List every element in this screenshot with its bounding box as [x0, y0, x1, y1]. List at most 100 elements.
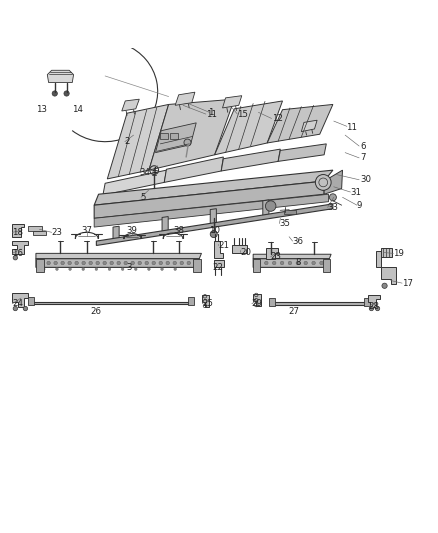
Polygon shape [324, 170, 343, 194]
Circle shape [138, 261, 141, 265]
Text: 27: 27 [289, 306, 300, 316]
Circle shape [23, 306, 28, 311]
Bar [160, 133, 168, 140]
Text: 4: 4 [151, 166, 157, 175]
Polygon shape [36, 259, 199, 268]
Circle shape [148, 268, 150, 270]
Text: 25: 25 [202, 299, 213, 308]
Polygon shape [215, 101, 283, 155]
Text: 26: 26 [90, 306, 101, 316]
Circle shape [288, 261, 292, 265]
Circle shape [40, 261, 43, 265]
Circle shape [173, 261, 177, 265]
Polygon shape [32, 302, 192, 304]
Circle shape [315, 174, 331, 190]
Circle shape [145, 261, 148, 265]
Circle shape [64, 91, 69, 96]
Circle shape [117, 261, 120, 265]
Circle shape [121, 268, 124, 270]
Polygon shape [12, 293, 28, 307]
Circle shape [375, 306, 380, 311]
Polygon shape [47, 70, 74, 83]
Polygon shape [12, 223, 24, 237]
Circle shape [110, 261, 113, 265]
Circle shape [187, 261, 191, 265]
Polygon shape [12, 241, 28, 254]
Text: 6: 6 [360, 142, 366, 150]
Circle shape [13, 306, 18, 311]
Text: 30: 30 [360, 175, 371, 184]
Text: 11: 11 [206, 110, 217, 118]
Polygon shape [253, 259, 329, 268]
Circle shape [159, 261, 162, 265]
Polygon shape [272, 302, 367, 305]
Bar [269, 298, 275, 306]
Text: 35: 35 [279, 219, 290, 228]
Polygon shape [103, 170, 166, 195]
Text: 37: 37 [81, 226, 92, 235]
Bar [364, 298, 370, 306]
Circle shape [13, 255, 18, 260]
Polygon shape [96, 223, 215, 246]
Bar [170, 133, 178, 140]
Text: 21: 21 [218, 241, 229, 250]
Bar [188, 297, 194, 305]
Circle shape [312, 261, 315, 265]
Polygon shape [107, 104, 169, 179]
Text: 9: 9 [357, 201, 362, 209]
Text: 1: 1 [208, 108, 214, 117]
Text: 19: 19 [393, 249, 404, 258]
Polygon shape [381, 268, 396, 284]
Bar [284, 211, 296, 214]
Text: 14: 14 [72, 105, 84, 114]
Circle shape [152, 261, 155, 265]
Circle shape [42, 268, 45, 270]
Polygon shape [278, 144, 326, 161]
Polygon shape [175, 92, 195, 106]
Polygon shape [94, 194, 328, 227]
Bar [193, 259, 201, 272]
Text: 11: 11 [346, 123, 357, 132]
Text: 31: 31 [350, 188, 361, 197]
Polygon shape [214, 241, 223, 258]
Circle shape [180, 261, 184, 265]
Text: 12: 12 [272, 114, 283, 123]
Circle shape [61, 261, 64, 265]
Circle shape [174, 268, 177, 270]
Polygon shape [149, 99, 234, 170]
Polygon shape [232, 246, 247, 253]
Circle shape [69, 268, 71, 270]
Circle shape [96, 261, 99, 265]
Bar [253, 260, 260, 272]
Circle shape [108, 268, 111, 270]
Text: 34: 34 [139, 168, 150, 177]
Polygon shape [215, 204, 333, 227]
Circle shape [47, 261, 50, 265]
Bar [323, 260, 330, 272]
Circle shape [265, 201, 276, 211]
Polygon shape [202, 295, 209, 307]
Polygon shape [376, 251, 381, 268]
Polygon shape [381, 248, 392, 257]
Polygon shape [253, 254, 331, 259]
Circle shape [161, 268, 163, 270]
Circle shape [75, 261, 78, 265]
Text: 16: 16 [12, 249, 23, 258]
Text: 22: 22 [212, 263, 224, 272]
Text: 7: 7 [360, 154, 366, 163]
Circle shape [382, 283, 387, 288]
Circle shape [184, 139, 191, 146]
Polygon shape [266, 248, 278, 259]
Polygon shape [113, 226, 119, 242]
Polygon shape [162, 216, 168, 233]
Polygon shape [223, 96, 242, 108]
Circle shape [124, 261, 127, 265]
Text: 23: 23 [271, 252, 282, 261]
Text: 13: 13 [36, 105, 47, 114]
Text: 29: 29 [252, 299, 263, 308]
Text: 38: 38 [173, 226, 184, 235]
Polygon shape [221, 149, 280, 171]
Circle shape [304, 261, 307, 265]
Text: 23: 23 [52, 228, 63, 237]
Circle shape [329, 194, 336, 201]
